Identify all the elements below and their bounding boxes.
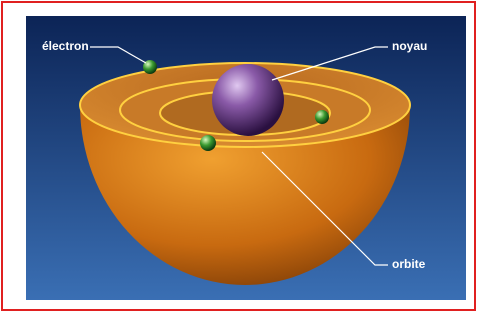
label-orbit: orbite xyxy=(392,257,426,271)
electron xyxy=(200,135,216,151)
electron xyxy=(315,110,329,124)
label-electron: électron xyxy=(42,39,89,53)
atom-diagram: électron noyau orbite xyxy=(0,0,478,313)
label-nucleus: noyau xyxy=(392,39,427,53)
nucleus xyxy=(212,64,284,136)
page: {"labels": {"electron": "électron", "nuc… xyxy=(0,0,478,313)
